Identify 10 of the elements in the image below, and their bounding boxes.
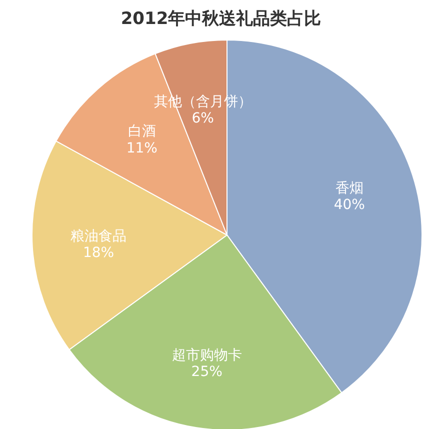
data-label: 11% xyxy=(126,140,158,156)
slice-label: 超市购物卡 xyxy=(172,347,242,364)
slice-label: 白酒 xyxy=(128,124,156,140)
slice-label: 香烟 xyxy=(335,180,364,196)
data-label: 25% xyxy=(191,364,222,380)
data-label: 18% xyxy=(82,245,114,262)
slice-label: 粮油食品 xyxy=(70,228,127,244)
data-label: 6% xyxy=(192,110,214,127)
data-label: 40% xyxy=(334,197,365,214)
chart-title: 2012年中秋送礼品类占比 xyxy=(120,9,322,29)
